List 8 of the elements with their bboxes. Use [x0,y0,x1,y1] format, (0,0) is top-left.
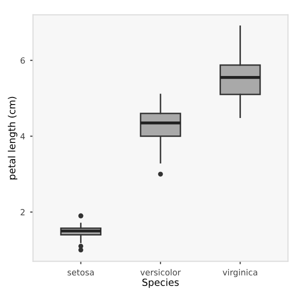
x-tick-label: versicolor [140,269,181,276]
x-tick-label: virginica [222,269,258,278]
x-axis-title: Species [142,278,179,288]
y-axis-title: petal length (cm) [8,96,18,180]
y-tick-label: 4 [20,133,25,140]
y-tick-label: 2 [20,209,25,216]
y-tick-label: 6 [20,57,25,64]
x-tick-label: setosa [68,269,94,276]
